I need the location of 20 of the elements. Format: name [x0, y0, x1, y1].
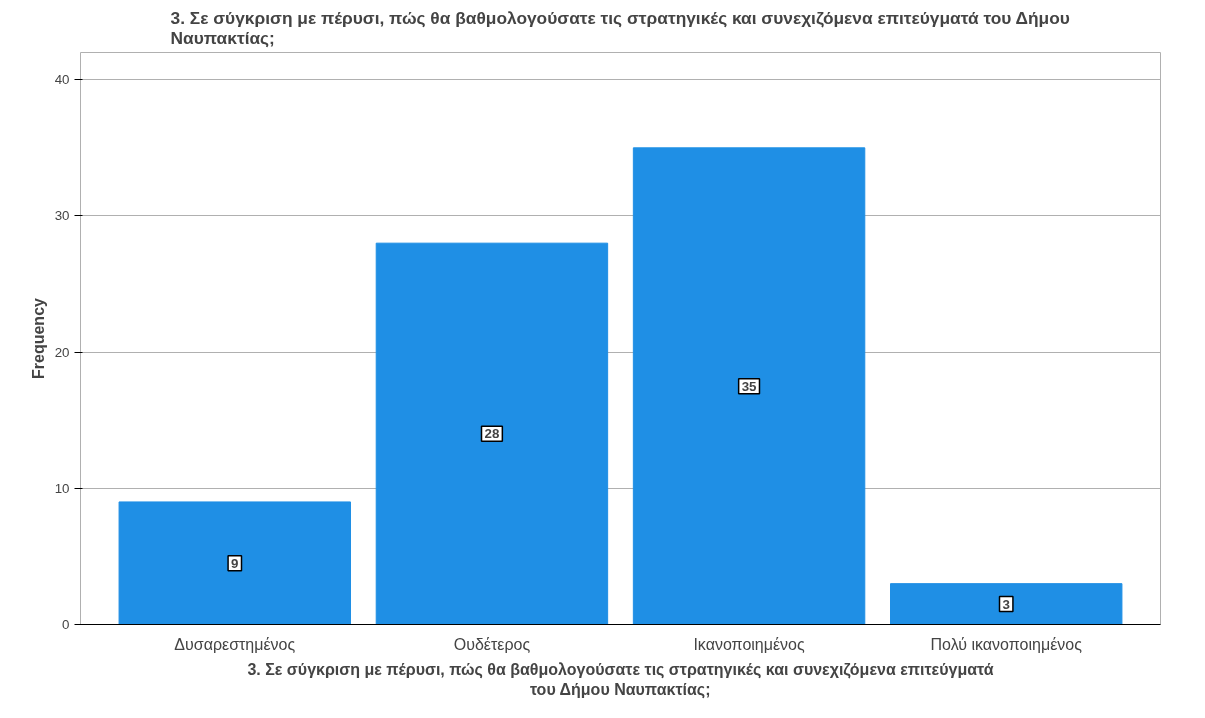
y-tick-label: 40: [54, 72, 70, 88]
y-tick-label: 10: [54, 480, 70, 496]
data-label: 28: [484, 426, 500, 442]
x-tick-label: Δυσαρεστημένος: [174, 635, 296, 653]
bar: [890, 583, 1123, 625]
x-tick-label: Ουδέτερος: [453, 635, 531, 653]
y-axis-title: Frequency: [29, 297, 47, 379]
y-tick-label: 30: [54, 208, 70, 224]
data-label: 9: [231, 555, 239, 571]
y-tick-label: 20: [54, 344, 70, 360]
y-tick-label: 0: [62, 617, 70, 632]
x-tick-label: Πολύ ικανοποιημένος: [930, 635, 1083, 653]
data-label: 35: [741, 378, 758, 394]
data-label: 3: [1002, 596, 1010, 612]
bar: [118, 501, 351, 625]
x-axis-title: 3. Σε σύγκριση με πέρυσι, πώς θα βαθμολογούσατε τις στρατηγικές και συνεχιζόμενα επιτεύγματά του Δήμου Ναυπακτίας;: [247, 660, 994, 699]
bar: [375, 242, 609, 625]
x-tick-label: Ικανοποιημένος: [693, 635, 806, 653]
bar: [632, 147, 866, 625]
chart-title: 3. Σε σύγκριση με πέρυσι, πώς θα βαθμολογούσατε τις στρατηγικές και συνεχιζόμενα επιτεύγματά του Δήμου Ναυπακτίας;: [170, 7, 1070, 48]
